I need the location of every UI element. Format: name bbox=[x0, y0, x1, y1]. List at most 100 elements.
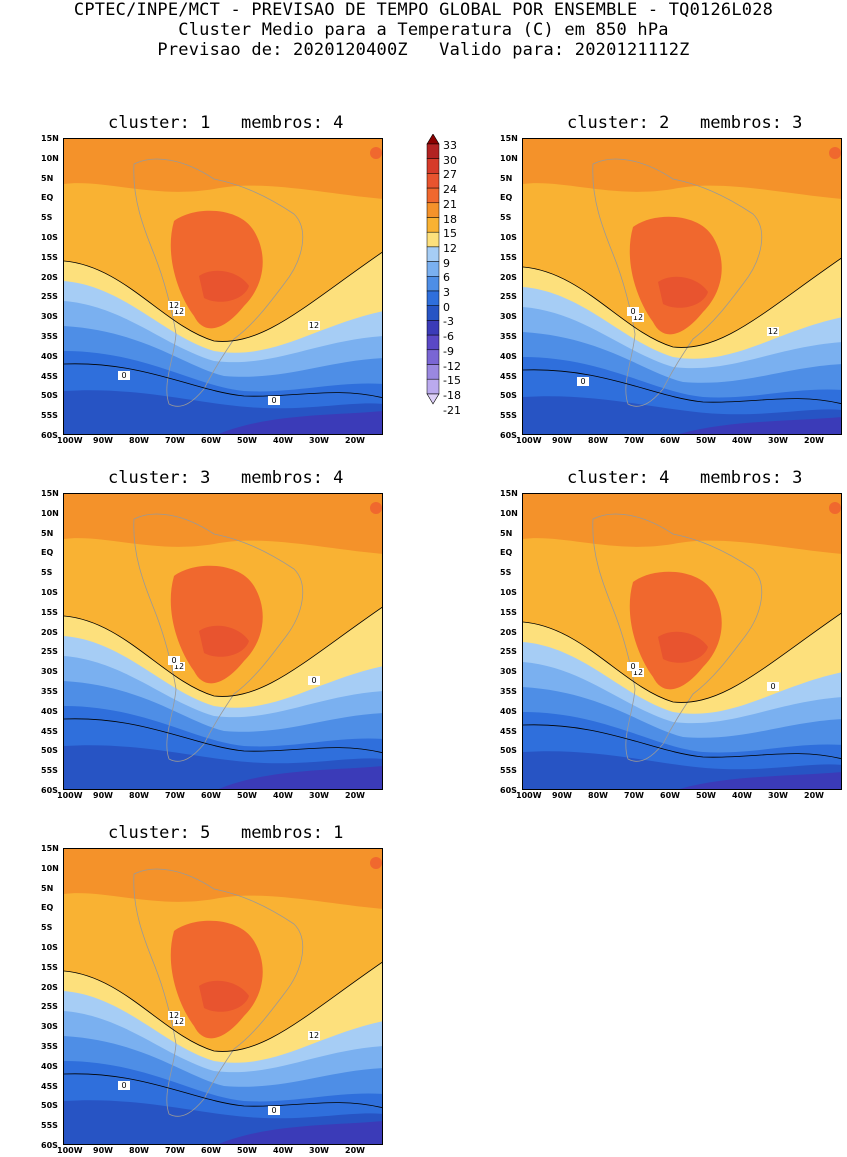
latitude-label: 20S bbox=[41, 627, 58, 637]
latitude-label: 50S bbox=[41, 746, 58, 756]
contour-0 bbox=[64, 1073, 382, 1108]
latitude-label: 5N bbox=[41, 883, 54, 893]
longitude-label: 30W bbox=[768, 791, 788, 800]
longitude-label: 20W bbox=[345, 1146, 365, 1155]
contour-label: 0 bbox=[630, 662, 635, 671]
longitude-label: 20W bbox=[804, 436, 824, 445]
panel-title: cluster: 3 membros: 4 bbox=[108, 468, 344, 488]
longitude-label: 50W bbox=[237, 436, 257, 445]
latitude-label: 5N bbox=[41, 173, 54, 183]
latitude-label: 5S bbox=[500, 213, 512, 223]
longitude-label: 40W bbox=[273, 1146, 293, 1155]
longitude-label: 90W bbox=[93, 436, 113, 445]
contour-label: 12 bbox=[768, 327, 778, 336]
longitude-label: 40W bbox=[273, 436, 293, 445]
contour-label-bg bbox=[173, 307, 185, 316]
contour-label-bg bbox=[168, 301, 180, 310]
latitude-label: 10N bbox=[500, 153, 518, 163]
colorbar-level-label: -21 bbox=[443, 403, 461, 417]
colorbar-level-label: 6 bbox=[443, 271, 450, 285]
longitude-label: 100W bbox=[57, 436, 83, 445]
colorbar-max-arrow bbox=[426, 134, 440, 145]
contour-label: 12 bbox=[309, 321, 319, 330]
continent-outline bbox=[133, 158, 304, 407]
longitude-label: 70W bbox=[165, 436, 185, 445]
hot-spot bbox=[829, 502, 841, 514]
contour-label-bg bbox=[268, 396, 280, 405]
contour-label: 0 bbox=[271, 1106, 276, 1115]
colorbar-swatch bbox=[426, 276, 440, 292]
hot-spot bbox=[370, 147, 382, 159]
contour-label-bg bbox=[767, 682, 779, 691]
longitude-label: 40W bbox=[273, 791, 293, 800]
latitude-label: 45S bbox=[41, 371, 58, 381]
colorbar-level-label: 30 bbox=[443, 153, 457, 167]
latitude-label: 25S bbox=[500, 647, 517, 657]
contour-label-bg bbox=[168, 1011, 180, 1020]
colorbar-min-arrow bbox=[426, 393, 440, 405]
latitude-label: 60S bbox=[41, 431, 58, 440]
latitude-label: 5N bbox=[500, 528, 513, 538]
colorbar-swatch bbox=[426, 364, 440, 380]
latitude-label: 60S bbox=[41, 1141, 58, 1150]
latitude-label: 60S bbox=[41, 786, 58, 795]
latitude-label: 10S bbox=[41, 588, 58, 597]
latitude-label: 15N bbox=[41, 844, 59, 853]
latitude-label: 5S bbox=[500, 568, 512, 578]
latitude-label: 30S bbox=[41, 1022, 58, 1032]
latitude-label: 30S bbox=[41, 312, 58, 322]
contour-label-bg bbox=[173, 1017, 185, 1026]
contour-label: 0 bbox=[311, 676, 316, 685]
latitude-label: 35S bbox=[500, 687, 517, 696]
panel-title: cluster: 5 membros: 1 bbox=[108, 823, 344, 843]
latitude-label: 30S bbox=[500, 667, 517, 677]
latitude-label: 35S bbox=[41, 1042, 58, 1051]
longitude-label: 50W bbox=[237, 1146, 257, 1155]
contour-label: 0 bbox=[121, 1081, 126, 1090]
band-18 bbox=[64, 139, 382, 199]
longitude-label: 50W bbox=[696, 436, 716, 445]
latitude-label: EQ bbox=[41, 548, 54, 558]
latitude-label: 35S bbox=[41, 332, 58, 341]
contour-0 bbox=[64, 363, 382, 398]
latitude-label: 35S bbox=[41, 687, 58, 696]
latitude-label: 55S bbox=[41, 1121, 58, 1131]
longitude-label: 100W bbox=[57, 791, 83, 800]
latitude-label: 55S bbox=[41, 411, 58, 421]
latitude-label: 50S bbox=[500, 746, 517, 756]
colorbar-level-label: 21 bbox=[443, 197, 457, 211]
panel-title: cluster: 2 membros: 3 bbox=[567, 113, 803, 133]
colorbar-swatch bbox=[426, 173, 440, 189]
colorbar-swatch bbox=[426, 320, 440, 336]
latitude-label: 10S bbox=[41, 233, 58, 242]
latitude-label: 15N bbox=[41, 489, 59, 498]
latitude-label: 40S bbox=[41, 1061, 58, 1071]
colorbar-level-label: 12 bbox=[443, 241, 457, 255]
latitude-label: 15S bbox=[41, 962, 58, 972]
contour-label: 12 bbox=[174, 662, 184, 671]
contour-12 bbox=[523, 257, 841, 348]
latitude-label: 50S bbox=[500, 391, 517, 401]
contour-label-bg bbox=[308, 321, 320, 330]
latitude-label: 55S bbox=[500, 411, 517, 421]
longitude-label: 80W bbox=[588, 436, 608, 445]
latitude-label: 10S bbox=[500, 233, 517, 242]
continent-outline bbox=[133, 513, 304, 762]
colorbar-level-label: 24 bbox=[443, 183, 457, 197]
contour-label-bg bbox=[308, 676, 320, 685]
latitude-label: 15N bbox=[500, 489, 518, 498]
latitude-label: 30S bbox=[500, 312, 517, 322]
longitude-label: 60W bbox=[201, 436, 221, 445]
colorbar-swatch bbox=[426, 202, 440, 218]
colorbar-swatch bbox=[426, 143, 440, 159]
hot-core bbox=[658, 631, 708, 663]
latitude-label: 5S bbox=[41, 213, 53, 223]
latitude-label: 45S bbox=[41, 1081, 58, 1091]
latitude-label: EQ bbox=[500, 193, 513, 203]
band-minus-6 bbox=[218, 411, 382, 434]
longitude-label: 20W bbox=[345, 436, 365, 445]
latitude-label: EQ bbox=[41, 903, 54, 913]
colorbar-level-label: -15 bbox=[443, 374, 461, 388]
longitude-label: 90W bbox=[93, 1146, 113, 1155]
latitude-label: 40S bbox=[41, 706, 58, 716]
